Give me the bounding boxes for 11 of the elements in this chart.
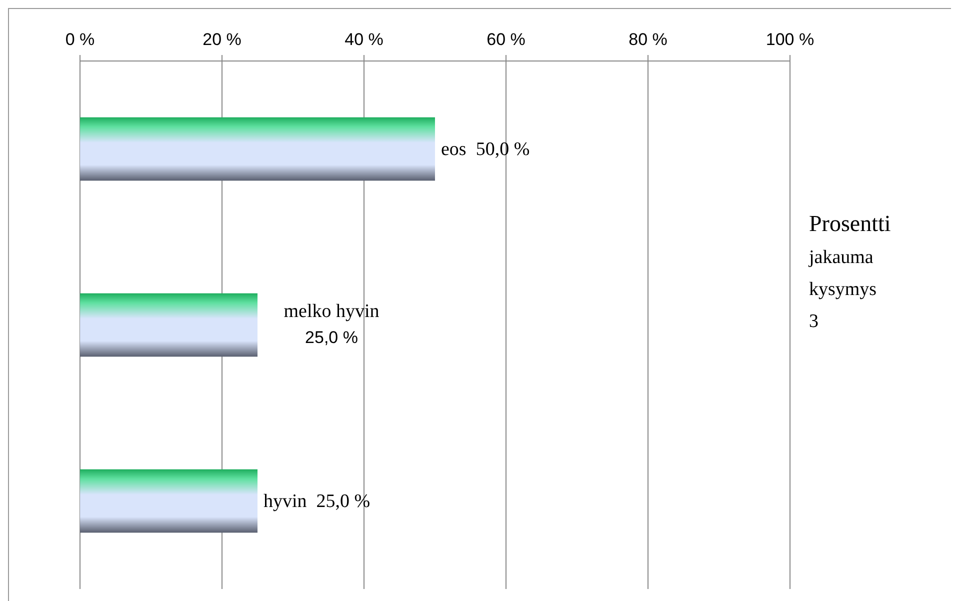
- x-tick-label: 40 %: [344, 30, 384, 49]
- category-label: hyvin 25,0 %: [264, 491, 370, 512]
- y-tick-label: melko hyvin: [284, 301, 380, 322]
- x-tick-label: 60 %: [486, 30, 526, 49]
- data-label: 25,0 %: [305, 328, 358, 347]
- text: Prosentti jakauma kysymys 3: [808, 211, 891, 332]
- category-label: eos 50,0 %: [441, 139, 530, 160]
- x-tick-label: 0 %: [65, 30, 95, 49]
- x-tick-label: 20 %: [202, 30, 242, 49]
- x-tick-label: 100 %: [766, 30, 814, 49]
- x-tick-label: 80 %: [628, 30, 668, 49]
